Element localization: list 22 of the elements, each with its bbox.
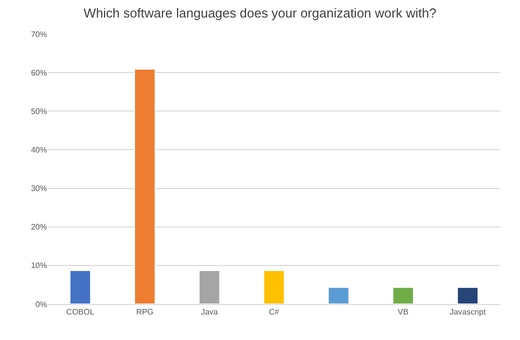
bar xyxy=(456,286,479,304)
x-tick-label: RPG xyxy=(136,308,154,317)
x-tick-label: COBOL xyxy=(66,308,95,317)
x-tick-label: C# xyxy=(268,308,280,317)
bar xyxy=(69,270,92,304)
chart-title: Which software languages does your organization work with? xyxy=(84,6,436,21)
bar xyxy=(392,286,414,304)
bar xyxy=(328,286,350,304)
y-tick-label: 70% xyxy=(30,30,47,39)
y-tick-label: 20% xyxy=(30,222,47,232)
y-tick-label: 30% xyxy=(30,184,47,194)
x-tick-label: Javascript xyxy=(450,308,486,317)
y-tick-label: 0% xyxy=(35,300,47,309)
bar xyxy=(134,68,156,304)
bar xyxy=(198,270,220,304)
x-tick-label: VB xyxy=(398,308,408,317)
y-tick-label: 60% xyxy=(30,68,47,78)
y-tick-label: 40% xyxy=(30,146,47,155)
x-tick-label: Java xyxy=(200,308,218,317)
y-tick-label: 10% xyxy=(30,261,47,270)
y-tick-label: 50% xyxy=(30,106,47,116)
bar xyxy=(263,270,285,304)
